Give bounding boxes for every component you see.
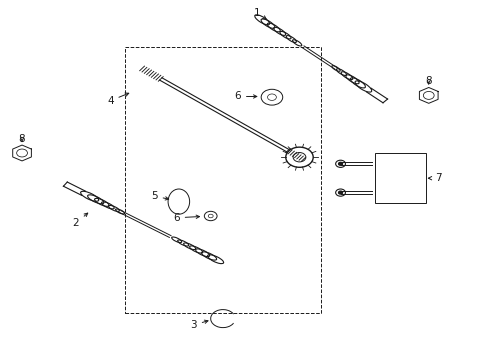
Text: 6: 6 <box>234 91 257 102</box>
Text: 8: 8 <box>19 134 25 144</box>
Circle shape <box>339 162 343 165</box>
Text: 1: 1 <box>254 8 266 19</box>
Text: 5: 5 <box>151 191 169 201</box>
Text: 3: 3 <box>190 320 208 330</box>
Bar <box>375 153 426 203</box>
Circle shape <box>339 191 343 194</box>
Text: 4: 4 <box>107 93 129 106</box>
Text: 7: 7 <box>428 173 442 183</box>
Text: 6: 6 <box>173 213 199 223</box>
Bar <box>125 47 321 313</box>
Text: 2: 2 <box>73 213 88 228</box>
Text: 8: 8 <box>425 76 432 86</box>
